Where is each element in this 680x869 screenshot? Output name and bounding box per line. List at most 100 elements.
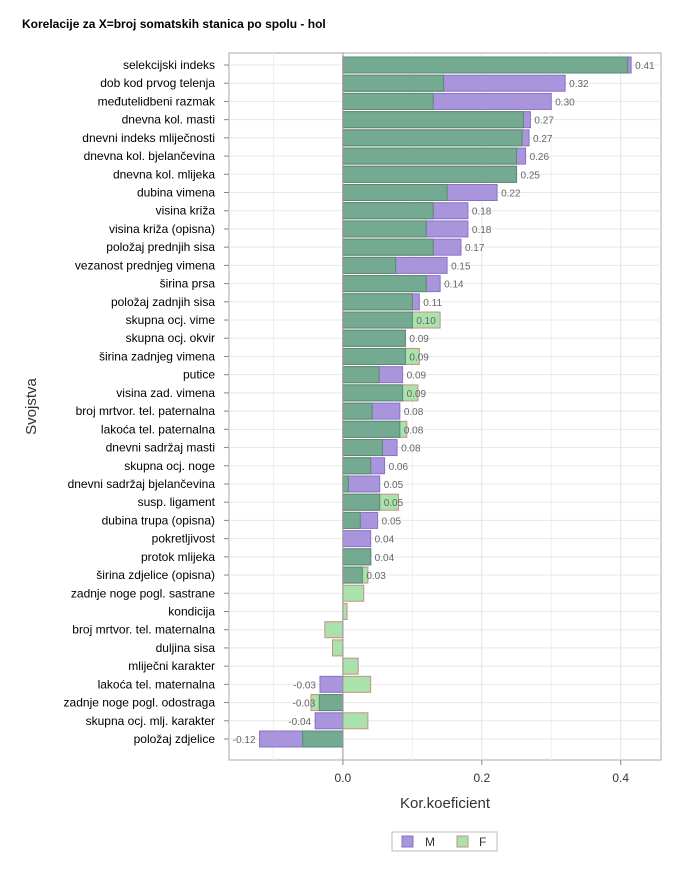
data-label: 0.04 xyxy=(375,535,395,546)
legend xyxy=(391,831,498,852)
bar-F xyxy=(324,621,344,639)
data-label: -0.04 xyxy=(288,717,311,728)
category-label: skupna ocj. okvir xyxy=(126,331,215,345)
plot-area xyxy=(228,52,662,761)
category-label: međutelidbeni razmak xyxy=(98,94,216,108)
data-label: 0.05 xyxy=(384,480,404,491)
bar-overlap xyxy=(342,493,381,511)
bar-overlap xyxy=(342,475,349,493)
data-label: 0.18 xyxy=(472,207,492,218)
legend-swatch-F xyxy=(456,835,469,848)
category-label: lakoća tel. maternalna xyxy=(98,677,216,691)
data-label: 0.32 xyxy=(569,79,589,90)
x-tick-label: 0.2 xyxy=(473,771,490,785)
bar-overlap xyxy=(342,147,518,165)
bar-overlap xyxy=(342,202,434,220)
bar-overlap xyxy=(342,56,629,74)
bar-overlap xyxy=(342,111,524,129)
x-tick-label: 0.0 xyxy=(335,771,352,785)
bar-F xyxy=(342,602,348,620)
data-label: 0.41 xyxy=(635,61,655,72)
category-label: pokretljivost xyxy=(152,532,216,546)
data-label: 0.27 xyxy=(534,116,554,127)
category-label: širina zadnjeg vimena xyxy=(99,349,215,363)
category-label: dnevni indeks mliječnosti xyxy=(82,131,215,145)
bar-overlap xyxy=(342,457,372,475)
bar-overlap xyxy=(342,366,380,384)
data-label: 0.08 xyxy=(404,425,424,436)
category-label: broj mrtvor. tel. maternalna xyxy=(72,623,215,637)
bar-overlap xyxy=(342,347,406,365)
category-label: dubina vimena xyxy=(137,186,215,200)
data-label: 0.09 xyxy=(409,334,429,345)
bar-overlap xyxy=(342,184,448,202)
y-axis-label: Svojstva xyxy=(23,378,40,435)
category-label: mliječni karakter xyxy=(128,659,215,673)
category-label: skupna ocj. vime xyxy=(126,313,216,327)
data-label: 0.05 xyxy=(384,498,404,509)
category-label: širina zdjelice (opisna) xyxy=(96,568,215,582)
data-label: 0.06 xyxy=(389,462,409,473)
data-label: 0.10 xyxy=(416,316,436,327)
data-label: -0.03 xyxy=(293,680,316,691)
bar-overlap xyxy=(342,384,404,402)
category-label: zadnje noge pogl. sastrane xyxy=(71,586,215,600)
category-label: položaj prednjih sisa xyxy=(106,240,215,254)
bar-M xyxy=(314,712,344,730)
category-label: visina križa (opisna) xyxy=(109,222,215,236)
bar-overlap xyxy=(342,329,406,347)
category-label: dnevni sadržaj masti xyxy=(106,441,215,455)
x-tick-label: 0.4 xyxy=(612,771,629,785)
category-label: dnevna kol. bjelančevina xyxy=(84,149,216,163)
data-label: 0.25 xyxy=(521,170,541,181)
bar-overlap xyxy=(342,566,363,584)
bar-overlap xyxy=(342,402,373,420)
data-label: 0.17 xyxy=(465,243,485,254)
category-label: skupna ocj. noge xyxy=(124,459,215,473)
x-axis-label: Kor.koeficient xyxy=(400,795,491,812)
chart-title: Korelacije za X=broj somatskih stanica p… xyxy=(22,17,326,31)
bar-overlap xyxy=(342,311,413,329)
category-label: duljina sisa xyxy=(156,641,216,655)
data-label: 0.18 xyxy=(472,225,492,236)
category-label: visina zad. vimena xyxy=(116,386,215,400)
bar-F xyxy=(342,675,372,693)
bar-overlap xyxy=(342,238,434,256)
category-label: susp. ligament xyxy=(138,495,216,509)
data-label: 0.09 xyxy=(409,352,429,363)
category-label: vezanost prednjeg vimena xyxy=(75,258,215,272)
bar-overlap xyxy=(342,420,401,438)
category-label: selekcijski indeks xyxy=(123,58,215,72)
data-label: 0.27 xyxy=(533,134,553,145)
data-label: 0.09 xyxy=(407,371,427,382)
bar-overlap xyxy=(342,275,427,293)
category-label: dubina trupa (opisna) xyxy=(102,513,215,527)
bar-overlap xyxy=(302,730,344,748)
data-label: 0.05 xyxy=(382,516,402,527)
category-label: broj mrtvor. tel. paternalna xyxy=(76,404,216,418)
bar-overlap xyxy=(342,439,383,457)
data-label: 0.11 xyxy=(423,298,442,309)
data-label: 0.04 xyxy=(375,553,395,564)
bar-overlap xyxy=(342,220,427,238)
category-label: dnevna kol. masti xyxy=(122,113,215,127)
data-label: 0.14 xyxy=(444,280,464,291)
legend-label-F: F xyxy=(479,835,486,849)
category-label: kondicija xyxy=(168,604,215,618)
category-label: dnevna kol. mlijeka xyxy=(113,167,215,181)
category-label: zadnje noge pogl. odostraga xyxy=(64,696,216,710)
bar-overlap xyxy=(342,256,397,274)
data-label: -0.12 xyxy=(233,735,256,746)
category-label: širina prsa xyxy=(160,277,216,291)
bar-M xyxy=(319,675,344,693)
bar-F xyxy=(342,584,365,602)
category-label: lakoća tel. paternalna xyxy=(101,422,215,436)
category-label: dob kod prvog telenja xyxy=(100,76,215,90)
data-label: 0.09 xyxy=(407,389,427,400)
bar-overlap xyxy=(342,74,445,92)
bar-F xyxy=(342,712,369,730)
bar-F xyxy=(342,657,359,675)
bar-overlap xyxy=(342,548,372,566)
